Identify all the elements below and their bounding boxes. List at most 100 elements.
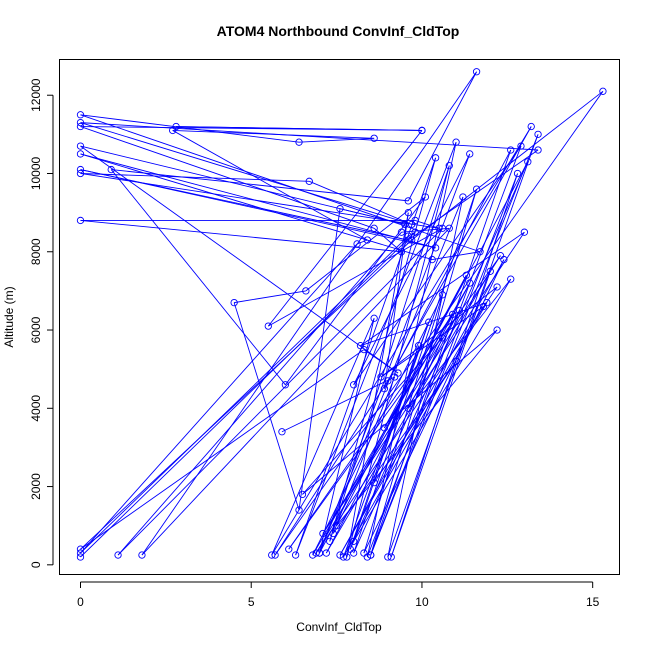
series-segment xyxy=(302,329,498,495)
data-point xyxy=(360,549,368,557)
series-segment xyxy=(80,122,412,225)
data-point xyxy=(332,522,341,530)
data-point xyxy=(466,279,474,287)
data-point xyxy=(397,228,406,236)
series-segment xyxy=(353,278,512,542)
data-point xyxy=(390,373,399,381)
data-point xyxy=(138,551,146,559)
data-point xyxy=(404,197,412,205)
data-point xyxy=(319,529,327,538)
x-tick-label: 10 xyxy=(415,595,429,609)
data-point xyxy=(534,146,542,154)
series-segment xyxy=(309,180,412,225)
data-point xyxy=(387,553,395,561)
series-segment xyxy=(80,145,399,374)
series-segment xyxy=(285,196,426,386)
series-segment xyxy=(80,173,310,182)
series-segment xyxy=(322,231,525,534)
series-segment xyxy=(80,173,440,229)
data-point xyxy=(517,142,525,150)
data-point xyxy=(326,537,334,545)
data-point xyxy=(76,150,85,158)
series-segment xyxy=(373,361,457,483)
data-point xyxy=(449,310,457,319)
x-axis-label: ConvInf_CldTop xyxy=(296,620,382,634)
data-point xyxy=(264,322,272,330)
data-point xyxy=(408,236,416,244)
series-segment xyxy=(274,380,389,556)
data-point xyxy=(295,138,303,146)
data-point xyxy=(305,177,313,185)
series-segment xyxy=(312,294,443,556)
data-point xyxy=(370,134,378,142)
data-point xyxy=(298,490,307,499)
data-point xyxy=(343,553,351,561)
series-segment xyxy=(295,142,457,556)
series-segment xyxy=(80,114,481,253)
data-point xyxy=(431,154,440,162)
series-segment xyxy=(281,376,395,433)
series-segment xyxy=(432,251,481,261)
data-point xyxy=(462,271,470,279)
data-point xyxy=(312,549,320,557)
series-segment xyxy=(373,345,419,483)
series-segment xyxy=(234,290,306,304)
data-point xyxy=(76,216,85,225)
y-tick-label: 2000 xyxy=(29,473,43,500)
series-segment xyxy=(370,189,478,556)
data-point xyxy=(268,551,276,559)
series-segment xyxy=(302,337,443,495)
data-point xyxy=(496,252,505,260)
series-segment xyxy=(384,314,454,429)
series-segment xyxy=(387,126,532,382)
series-points xyxy=(76,68,607,561)
data-point xyxy=(107,165,115,174)
data-point xyxy=(302,287,310,295)
series-segment xyxy=(80,126,375,229)
data-point xyxy=(353,240,361,248)
y-axis: 0 2000 4000 6000 8000 10000 12000 xyxy=(29,78,54,568)
data-point xyxy=(445,224,453,232)
data-point xyxy=(230,298,238,307)
data-point xyxy=(114,551,122,559)
series-segment xyxy=(363,294,443,554)
series-segment xyxy=(176,126,422,131)
data-point xyxy=(404,208,412,217)
data-point xyxy=(404,236,412,244)
series-segment xyxy=(325,282,471,554)
data-point xyxy=(507,275,515,283)
series-segment xyxy=(408,231,416,237)
series-segment xyxy=(339,259,505,556)
series-segment xyxy=(390,173,518,558)
data-point xyxy=(527,122,535,131)
series-segment xyxy=(80,235,409,554)
series-segment xyxy=(332,361,457,534)
data-point xyxy=(76,545,85,553)
data-point xyxy=(76,111,85,119)
data-point xyxy=(384,553,392,561)
series-segment xyxy=(80,239,413,550)
series-segment xyxy=(80,153,433,261)
series-segment xyxy=(80,220,402,253)
series-segment xyxy=(407,71,477,202)
data-point xyxy=(493,326,501,334)
data-point xyxy=(476,248,484,256)
data-point xyxy=(466,150,474,158)
data-point xyxy=(524,158,532,166)
data-point xyxy=(452,357,460,365)
series-segment xyxy=(80,231,416,558)
data-point xyxy=(285,545,293,553)
series-segment xyxy=(332,376,396,534)
series-segment xyxy=(336,329,498,526)
data-point xyxy=(291,551,300,559)
data-point xyxy=(435,224,443,232)
data-point xyxy=(76,118,85,127)
series-segment xyxy=(110,169,286,386)
x-tick-label: 5 xyxy=(248,595,255,609)
data-point xyxy=(459,193,467,201)
data-point xyxy=(455,306,464,315)
series-segment xyxy=(141,227,450,556)
plot-area-frame xyxy=(59,59,620,575)
data-point xyxy=(513,169,522,178)
series-segment xyxy=(117,227,443,556)
